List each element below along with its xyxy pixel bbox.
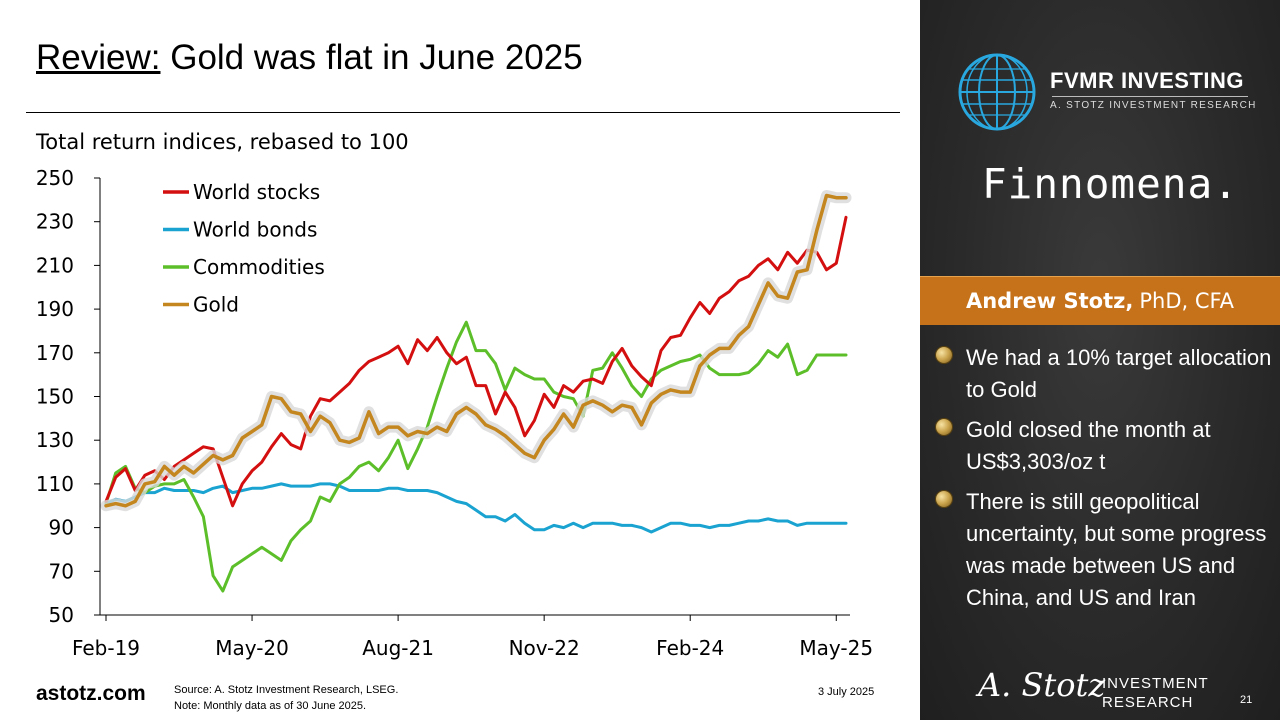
x-tick-label: Nov-22	[509, 636, 580, 660]
slide-date: 3 July 2025	[818, 686, 875, 698]
research-logo-text: INVESTMENT RESEARCH	[1102, 674, 1209, 712]
globe-icon	[958, 53, 1036, 131]
sidebar-panel: FVMR INVESTING A. STOTZ INVESTMENT RESEA…	[920, 0, 1280, 720]
chart-title: Total return indices, rebased to 100	[36, 130, 409, 154]
y-tick-label: 210	[36, 253, 74, 277]
note-line: Note: Monthly data as of 30 June 2025.	[174, 700, 367, 712]
partner-logo: Finnomena.	[982, 160, 1239, 208]
y-tick-label: 110	[36, 472, 74, 496]
x-tick-label: May-25	[799, 636, 873, 660]
research-line-2: RESEARCH	[1102, 694, 1194, 711]
presenter-banner: Andrew Stotz, PhD, CFA	[920, 276, 1280, 325]
bullet-text: Gold closed the month at US$3,303/oz t	[966, 417, 1211, 474]
y-tick-label: 230	[36, 210, 74, 234]
x-tick-label: Feb-24	[656, 636, 724, 660]
gold-bullet-icon	[936, 347, 952, 363]
page-number: 21	[1240, 694, 1253, 706]
brand-website: astotz.com	[36, 682, 146, 705]
title-prefix: Review:	[36, 38, 161, 77]
legend-label: World bonds	[193, 218, 317, 242]
line-chart: 50 70 90 110 130 150 170 190 210 230 250 Feb-19 May-…	[36, 166, 873, 660]
gold-bullet-icon	[936, 419, 952, 435]
y-tick-label: 250	[36, 166, 74, 190]
title-divider	[26, 112, 900, 113]
x-tick-label: Aug-21	[362, 636, 434, 660]
series-line-world-stocks	[104, 215, 848, 508]
slide-title: Review: Gold was flat in June 2025	[36, 38, 583, 78]
presenter-credentials: PhD, CFA	[1139, 289, 1235, 313]
y-tick-label: 150	[36, 385, 74, 409]
x-tick-label: Feb-19	[72, 636, 140, 660]
bullet-item: We had a 10% target allocation to Gold	[936, 342, 1276, 406]
y-tick-label: 70	[49, 559, 74, 583]
chart-panel: Review: Gold was flat in June 2025 Total…	[26, 38, 900, 714]
y-tick-label: 90	[49, 516, 74, 540]
bullet-text: There is still geopolitical uncertainty,…	[966, 489, 1267, 610]
logo-divider	[1052, 96, 1248, 97]
signature-logo: A. Stotz	[978, 666, 1106, 704]
x-tick-label: May-20	[215, 636, 289, 660]
title-main: Gold was flat in June 2025	[170, 38, 583, 77]
source-note: Source: A. Stotz Investment Research, LS…	[174, 682, 398, 714]
y-tick-label: 50	[49, 603, 74, 627]
logo-name: FVMR INVESTING	[1050, 68, 1245, 93]
gold-bullet-icon	[936, 491, 952, 507]
source-line: Source: A. Stotz Investment Research, LS…	[174, 684, 399, 696]
series-line-gold	[104, 193, 848, 508]
legend-label: World stocks	[193, 180, 320, 204]
research-line-1: INVESTMENT	[1102, 675, 1209, 692]
y-tick-label: 130	[36, 428, 74, 452]
legend-label: Gold	[193, 293, 239, 317]
series-line-commodities	[104, 320, 848, 593]
presenter-name: Andrew Stotz,	[965, 289, 1134, 313]
y-tick-label: 170	[36, 341, 74, 365]
y-tick-label: 190	[36, 297, 74, 321]
bullet-item: Gold closed the month at US$3,303/oz t	[936, 414, 1276, 478]
bullet-text: We had a 10% target allocation to Gold	[966, 345, 1272, 402]
logo-subtitle: A. STOTZ INVESTMENT RESEARCH	[1050, 100, 1257, 111]
series-line-world-bonds	[104, 482, 848, 534]
bullet-list: We had a 10% target allocation to Gold G…	[936, 342, 1276, 622]
legend-label: Commodities	[193, 255, 325, 279]
bullet-item: There is still geopolitical uncertainty,…	[936, 486, 1276, 614]
